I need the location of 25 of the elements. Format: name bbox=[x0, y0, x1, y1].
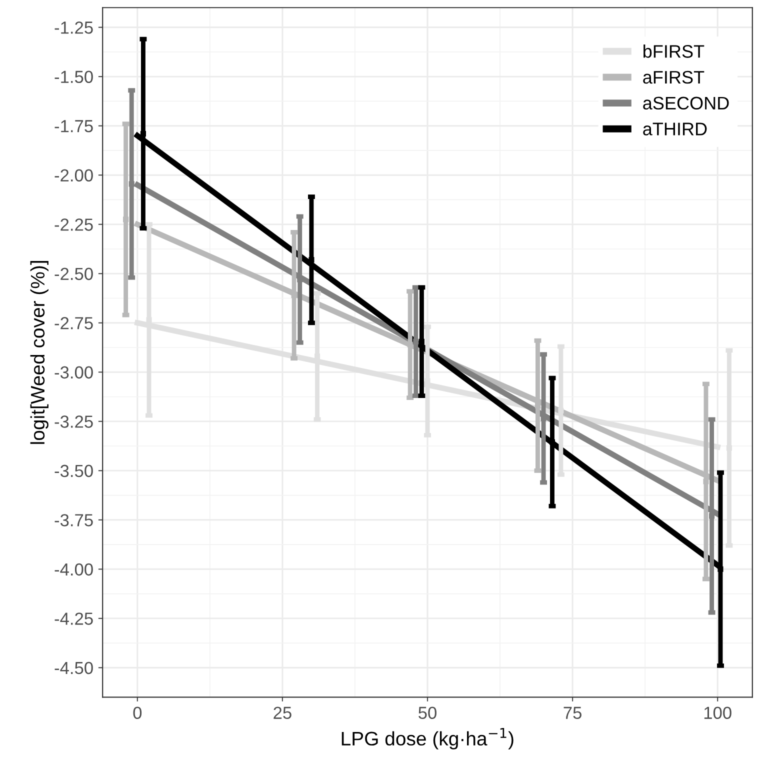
y-axis-title: logit[Weed cover (%)] bbox=[30, 261, 48, 444]
y-tick-label: -2.25 bbox=[54, 218, 93, 231]
y-tick-label: -2.50 bbox=[54, 268, 93, 280]
y-tick-label: -3.75 bbox=[54, 514, 93, 526]
x-axis-title: LPG dose (kg·ha$^{−1}$) bbox=[342, 728, 514, 750]
y-tick-label: -3.25 bbox=[54, 416, 93, 428]
y-tick-label: -2.00 bbox=[54, 169, 93, 182]
x-tick-label: 25 bbox=[274, 706, 292, 720]
legend-label: aSECOND bbox=[643, 96, 729, 110]
y-tick-label: -1.75 bbox=[54, 120, 93, 132]
y-tick-label: -2.75 bbox=[54, 317, 93, 330]
y-tick-label: -4.25 bbox=[54, 612, 93, 625]
y-tick-label: -3.00 bbox=[54, 366, 93, 379]
x-tick-label: 100 bbox=[704, 706, 732, 720]
x-tick-label: 75 bbox=[564, 706, 582, 720]
x-tick-label: 50 bbox=[418, 706, 436, 720]
y-tick-label: -3.50 bbox=[54, 464, 93, 478]
y-tick-label: -1.25 bbox=[54, 21, 93, 34]
y-tick-label: -4.00 bbox=[54, 563, 93, 576]
y-tick-label: -4.50 bbox=[54, 662, 93, 674]
legend-label: bFIRST bbox=[644, 44, 704, 58]
legend-label: aFIRST bbox=[643, 70, 704, 84]
y-tick-label: -1.50 bbox=[54, 70, 93, 84]
legend-label: aTHIRD bbox=[643, 122, 707, 136]
x-tick-label: 0 bbox=[133, 706, 142, 720]
